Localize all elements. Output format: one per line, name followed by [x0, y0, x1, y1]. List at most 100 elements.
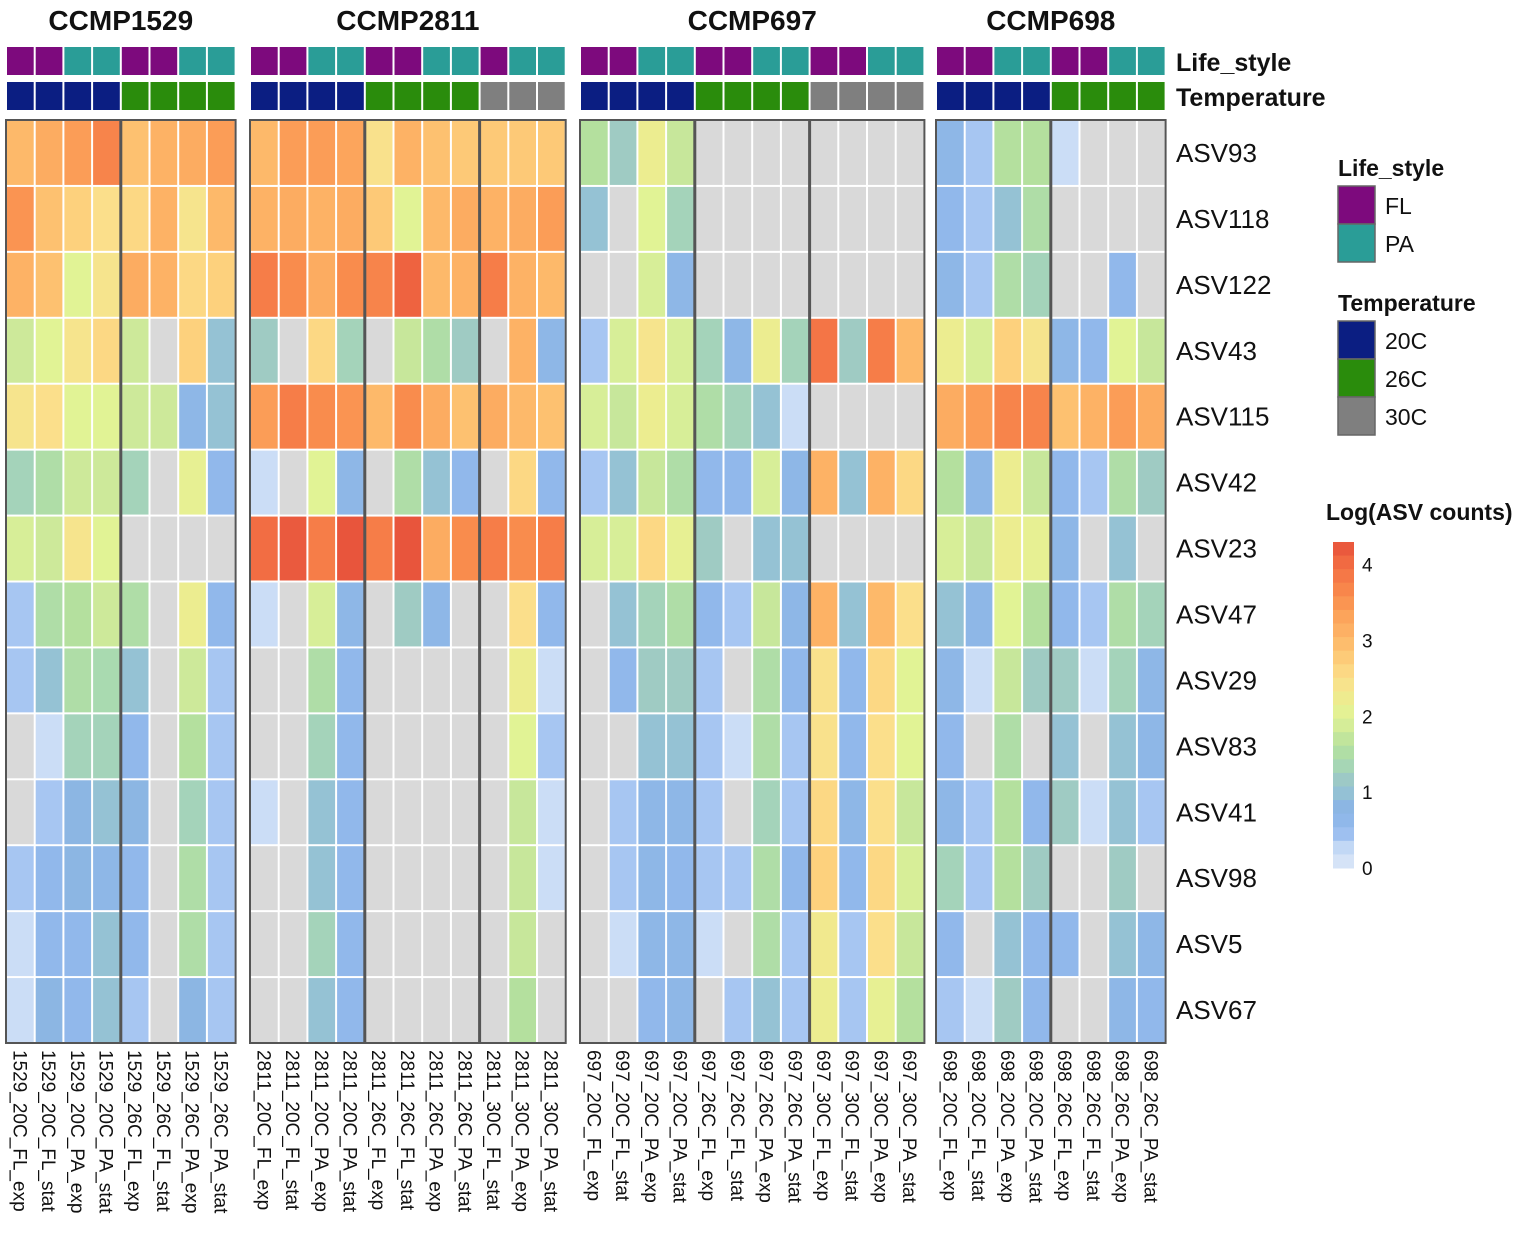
- colorbar-segment: [1333, 582, 1354, 597]
- heatmap-cell: [337, 384, 364, 449]
- life-style-annotation-cell: [423, 47, 450, 75]
- heatmap-cell: [423, 384, 450, 449]
- heatmap-cell: [1109, 714, 1136, 779]
- heatmap-cell: [251, 780, 278, 845]
- heatmap-cell: [394, 846, 422, 911]
- temperature-annotation-cell: [509, 82, 536, 110]
- column-label: 697_26C_PA_stat: [783, 1050, 804, 1204]
- heatmap-cell: [994, 912, 1022, 977]
- heatmap-cell: [937, 846, 964, 911]
- panel-border: [935, 119, 1167, 1044]
- life-style-annotation-cell: [7, 47, 34, 75]
- heatmap-cell: [868, 846, 895, 911]
- heatmap-cell: [480, 912, 508, 977]
- heatmap-cell: [868, 318, 895, 383]
- heatmap-cell: [451, 648, 479, 713]
- heatmap-cell: [121, 978, 149, 1042]
- heatmap-cell: [1023, 846, 1050, 911]
- heatmap-cell: [667, 846, 694, 911]
- column-label: 697_20C_PA_exp: [640, 1050, 661, 1203]
- legend-swatch-30c: [1337, 396, 1376, 436]
- heatmap-cell: [896, 978, 924, 1042]
- heatmap-cell: [35, 252, 63, 317]
- heatmap-cell: [1109, 450, 1136, 515]
- row-label: ASV29: [1176, 665, 1257, 695]
- heatmap-cell: [207, 516, 235, 581]
- heatmap-cell: [308, 714, 336, 779]
- colorbar-segment: [1333, 732, 1354, 747]
- heatmap-cell: [965, 780, 993, 845]
- heatmap-cell: [839, 714, 866, 779]
- heatmap-cell: [150, 186, 178, 251]
- heatmap-cell: [365, 384, 393, 449]
- heatmap-cell: [965, 121, 993, 185]
- heatmap-cell: [581, 714, 608, 779]
- heatmap-cell: [451, 846, 479, 911]
- heatmap-cell: [1023, 450, 1050, 515]
- colorbar-tick-label: 0: [1362, 859, 1373, 880]
- heatmap-cell: [7, 912, 34, 977]
- heatmap-cell: [937, 582, 964, 647]
- heatmap-cell: [868, 186, 895, 251]
- heatmap-cell: [1137, 714, 1165, 779]
- heatmap-cell: [64, 714, 92, 779]
- heatmap-cell: [638, 780, 666, 845]
- heatmap-cell: [781, 186, 809, 251]
- heatmap-cell: [150, 384, 178, 449]
- heatmap-cell: [638, 252, 666, 317]
- heatmap-cell: [64, 186, 92, 251]
- heatmap-cell: [480, 846, 508, 911]
- heatmap-cell: [937, 450, 964, 515]
- heatmap-cell: [581, 912, 608, 977]
- heatmap-cell: [451, 582, 479, 647]
- heatmap-cell: [1080, 648, 1108, 713]
- heatmap-cell: [423, 714, 450, 779]
- life-style-annotation-cell: [179, 47, 206, 75]
- heatmap-cell: [64, 648, 92, 713]
- heatmap-cell: [753, 318, 780, 383]
- column-label: 2811_20C_PA_exp: [310, 1050, 331, 1212]
- heatmap-cell: [868, 780, 895, 845]
- heatmap-cell: [1051, 846, 1079, 911]
- heatmap-cell: [179, 846, 206, 911]
- heatmap-cell: [724, 384, 752, 449]
- heatmap-cell: [868, 121, 895, 185]
- heatmap-cell: [1051, 516, 1079, 581]
- heatmap-cell: [251, 648, 278, 713]
- heatmap-cell: [1051, 648, 1079, 713]
- heatmap-cell: [480, 252, 508, 317]
- heatmap-cell: [279, 186, 307, 251]
- heatmap-cell: [538, 846, 565, 911]
- heatmap-cell: [423, 186, 450, 251]
- heatmap-cell: [839, 912, 866, 977]
- heatmap-cell: [839, 516, 866, 581]
- heatmap-cell: [337, 648, 364, 713]
- heatmap-cell: [251, 186, 278, 251]
- heatmap-cell: [1109, 780, 1136, 845]
- heatmap-cell: [179, 318, 206, 383]
- temperature-annotation-cell: [581, 82, 608, 110]
- heatmap-cell: [538, 648, 565, 713]
- heatmap-cell: [753, 780, 780, 845]
- heatmap-cell: [1137, 450, 1165, 515]
- heatmap-cell: [35, 516, 63, 581]
- heatmap-cell: [724, 450, 752, 515]
- heatmap-cell: [695, 912, 723, 977]
- column-label: 697_26C_FL_exp: [697, 1050, 718, 1201]
- heatmap-cell: [1137, 912, 1165, 977]
- heatmap-cell: [279, 252, 307, 317]
- heatmap-cell: [337, 318, 364, 383]
- heatmap-cell: [121, 384, 149, 449]
- heatmap-cell: [394, 648, 422, 713]
- heatmap-cell: [423, 252, 450, 317]
- column-label: 697_30C_FL_stat: [841, 1050, 862, 1202]
- column-label: 1529_20C_FL_exp: [8, 1050, 29, 1212]
- heatmap-cell: [965, 978, 993, 1042]
- temperature-annotation-cell: [810, 82, 838, 110]
- heatmap-cell: [93, 450, 120, 515]
- temperature-annotation-cell: [1109, 82, 1136, 110]
- heatmap-cell: [1051, 252, 1079, 317]
- heatmap-cell: [581, 516, 608, 581]
- panel-border: [579, 119, 926, 1044]
- heatmap-cell: [7, 252, 34, 317]
